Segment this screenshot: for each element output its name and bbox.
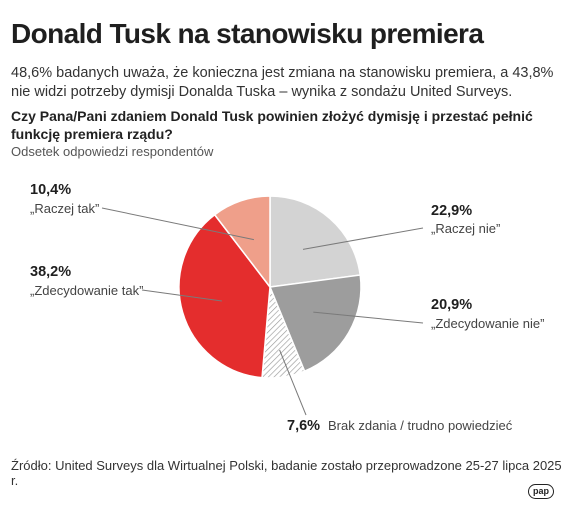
survey-question: Czy Pana/Pani zdaniem Donald Tusk powini…: [11, 108, 533, 142]
chart-note: Odsetek odpowiedzi respondentów: [11, 144, 214, 159]
pie-slices: [178, 195, 362, 379]
pap-logo: pap: [528, 484, 554, 499]
leader-raczej-tak: [101, 207, 255, 241]
slice-zdecydowanie-nie: [268, 274, 362, 373]
page-title: Donald Tusk na stanowisku premiera: [11, 18, 484, 49]
value-label-zdecydowanie-tak: 38,2%: [30, 264, 71, 280]
leader-raczej-nie: [302, 227, 424, 250]
pie-chart: 10,4% „Raczej tak” 38,2% „Zdecydowanie t…: [30, 182, 544, 434]
leader-zdecydowanie-tak: [141, 289, 222, 302]
category-label-brak-zdania: Brak zdania / trudno powiedzieć: [328, 418, 513, 433]
value-label-brak-zdania: 7,6%: [287, 418, 320, 434]
subtitle: 48,6% badanych uważa, że konieczna jest …: [11, 65, 554, 100]
slice-raczej-tak: [213, 195, 271, 290]
value-label-raczej-tak: 10,4%: [30, 182, 71, 198]
source-note: Źródło: United Surveys dla Wirtualnej Po…: [11, 458, 562, 488]
value-label-raczej-nie: 22,9%: [431, 203, 472, 219]
category-label-raczej-nie: „Raczej nie”: [431, 221, 500, 236]
leader-brak-zdania: [279, 349, 307, 416]
leader-zdecydowanie-nie: [313, 311, 424, 324]
slice-zdecydowanie-tak: [178, 213, 271, 379]
slice-raczej-nie: [269, 195, 362, 288]
category-label-zdecydowanie-tak: „Zdecydowanie tak”: [30, 283, 143, 298]
leader-lines: [101, 207, 424, 416]
category-label-zdecydowanie-nie: „Zdecydowanie nie”: [431, 316, 544, 331]
category-label-raczej-tak: „Raczej tak”: [30, 201, 99, 216]
value-label-zdecydowanie-nie: 20,9%: [431, 297, 472, 313]
